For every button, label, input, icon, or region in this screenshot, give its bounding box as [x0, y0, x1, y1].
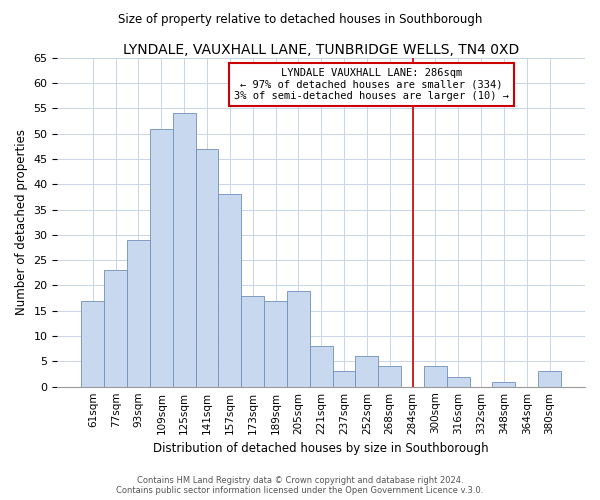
- Bar: [104, 270, 127, 386]
- X-axis label: Distribution of detached houses by size in Southborough: Distribution of detached houses by size …: [154, 442, 489, 455]
- Bar: [447, 376, 470, 386]
- Bar: [127, 240, 150, 386]
- Bar: [310, 346, 332, 387]
- Bar: [493, 382, 515, 386]
- Bar: [379, 366, 401, 386]
- Bar: [82, 300, 104, 386]
- Bar: [355, 356, 379, 386]
- Title: LYNDALE, VAUXHALL LANE, TUNBRIDGE WELLS, TN4 0XD: LYNDALE, VAUXHALL LANE, TUNBRIDGE WELLS,…: [123, 42, 520, 56]
- Bar: [218, 194, 241, 386]
- Bar: [538, 372, 561, 386]
- Bar: [241, 296, 264, 386]
- Text: Size of property relative to detached houses in Southborough: Size of property relative to detached ho…: [118, 12, 482, 26]
- Bar: [196, 149, 218, 386]
- Bar: [424, 366, 447, 386]
- Text: Contains HM Land Registry data © Crown copyright and database right 2024.
Contai: Contains HM Land Registry data © Crown c…: [116, 476, 484, 495]
- Y-axis label: Number of detached properties: Number of detached properties: [15, 129, 28, 315]
- Bar: [332, 372, 355, 386]
- Bar: [173, 114, 196, 386]
- Bar: [264, 300, 287, 386]
- Bar: [150, 128, 173, 386]
- Text: LYNDALE VAUXHALL LANE: 286sqm
← 97% of detached houses are smaller (334)
3% of s: LYNDALE VAUXHALL LANE: 286sqm ← 97% of d…: [234, 68, 509, 101]
- Bar: [287, 290, 310, 386]
